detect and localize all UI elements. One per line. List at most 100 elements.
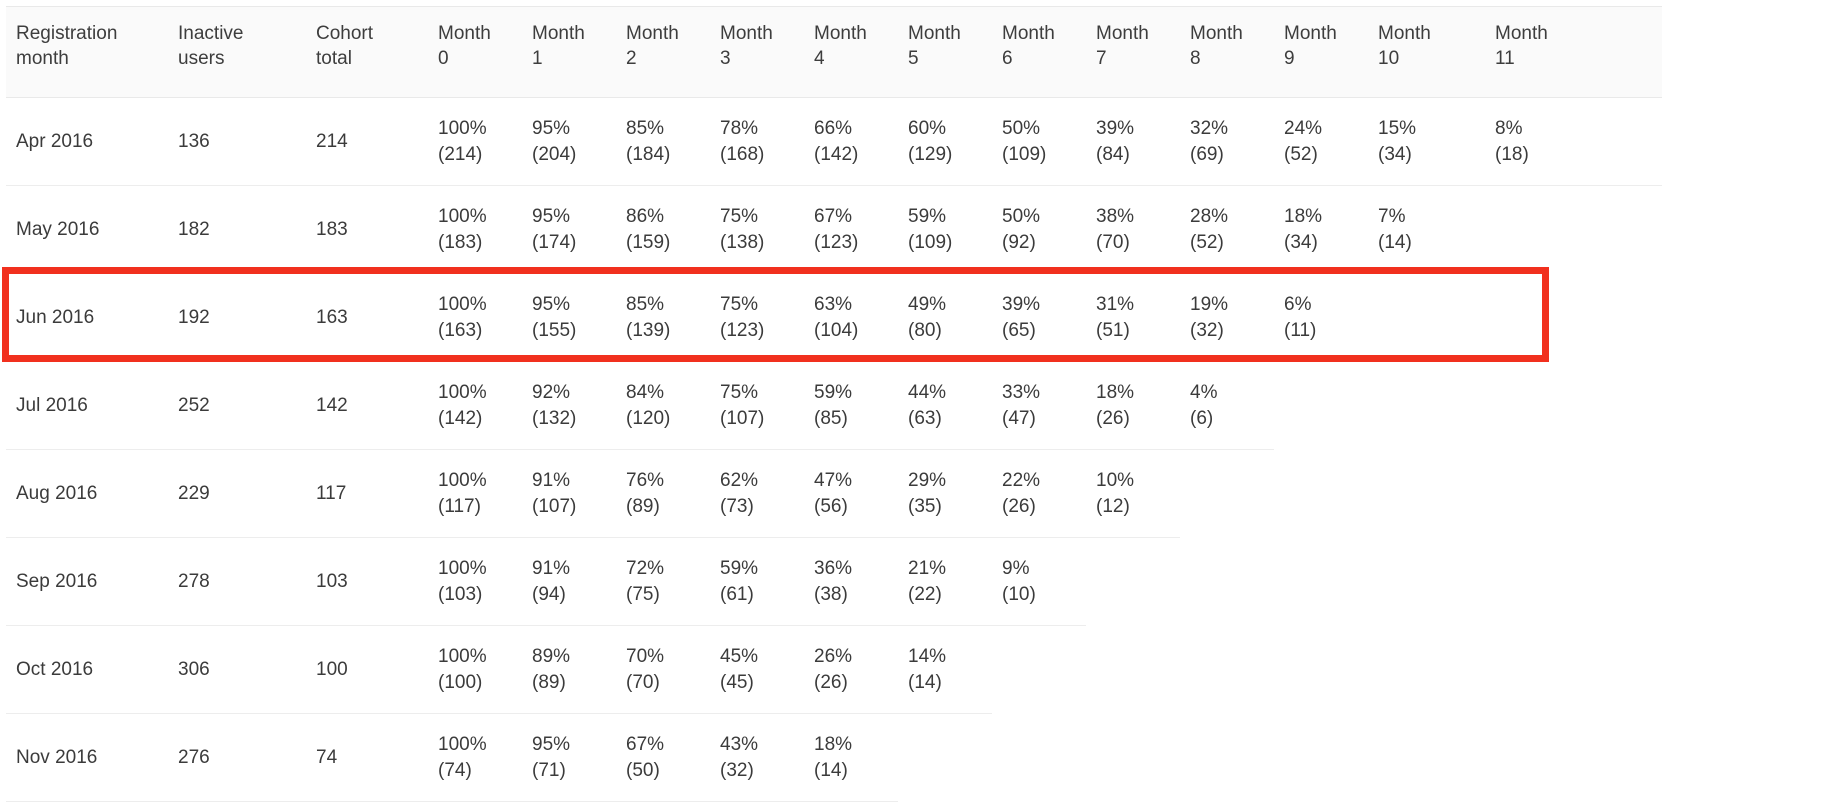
retention-cell-month-4: 66% (142) bbox=[804, 97, 898, 186]
retention-cell-month-8: 19% (32) bbox=[1180, 273, 1274, 362]
retention-percent: 100% bbox=[438, 117, 487, 139]
retention-percent: 24% bbox=[1284, 117, 1323, 139]
retention-percent: 67% bbox=[814, 205, 853, 227]
empty-cell bbox=[1485, 538, 1662, 626]
registration-month-cell: Oct 2016 bbox=[6, 625, 168, 714]
inactive-users-cell: 136 bbox=[168, 97, 306, 186]
empty-cell bbox=[1274, 714, 1368, 802]
retention-count: (89) bbox=[532, 671, 566, 693]
retention-percent: 60% bbox=[908, 117, 947, 139]
retention-percent: 59% bbox=[908, 205, 947, 227]
inactive-users-cell: 306 bbox=[168, 625, 306, 714]
retention-count: (123) bbox=[720, 319, 765, 341]
retention-percent: 70% bbox=[626, 645, 665, 667]
retention-count: (85) bbox=[814, 407, 848, 429]
retention-cell-month-7: 39% (84) bbox=[1086, 97, 1180, 186]
retention-percent: 22% bbox=[1002, 469, 1041, 491]
column-header-7: Month 4 bbox=[804, 6, 898, 98]
cohort-row-jul-2016: Jul 2016 252 142 100% (142) 92% (132) 84% (120) 7… bbox=[6, 361, 1662, 450]
retention-count: (75) bbox=[626, 583, 660, 605]
retention-percent: 100% bbox=[438, 557, 487, 579]
retention-cell-month-0: 100% (183) bbox=[428, 185, 522, 274]
column-header-14: Month 11 bbox=[1485, 6, 1662, 98]
retention-percent: 50% bbox=[1002, 117, 1041, 139]
retention-count: (38) bbox=[814, 583, 848, 605]
retention-cell-month-1: 95% (155) bbox=[522, 273, 616, 362]
retention-count: (10) bbox=[1002, 583, 1036, 605]
retention-cell-month-8: 28% (52) bbox=[1180, 185, 1274, 274]
retention-count: (168) bbox=[720, 143, 765, 165]
retention-count: (52) bbox=[1284, 143, 1318, 165]
retention-percent: 39% bbox=[1002, 293, 1041, 315]
table-body: Apr 2016 136 214 100% (214) 95% (204) 85% (184) 7… bbox=[6, 97, 1662, 802]
retention-count: (139) bbox=[626, 319, 671, 341]
retention-percent: 8% bbox=[1495, 117, 1523, 139]
column-header-12: Month 9 bbox=[1274, 6, 1368, 98]
cohort-total-cell: 183 bbox=[306, 185, 428, 274]
retention-percent: 75% bbox=[720, 293, 759, 315]
retention-count: (103) bbox=[438, 583, 483, 605]
column-header-6: Month 3 bbox=[710, 6, 804, 98]
retention-count: (47) bbox=[1002, 407, 1036, 429]
retention-cell-month-9: 18% (34) bbox=[1274, 185, 1368, 274]
column-header-10: Month 7 bbox=[1086, 6, 1180, 98]
retention-percent: 100% bbox=[438, 469, 487, 491]
retention-percent: 9% bbox=[1002, 557, 1030, 579]
retention-cell-month-1: 92% (132) bbox=[522, 361, 616, 450]
retention-percent: 43% bbox=[720, 733, 759, 755]
retention-count: (117) bbox=[438, 495, 481, 517]
empty-cell bbox=[1274, 626, 1368, 714]
retention-cell-month-3: 43% (32) bbox=[710, 713, 804, 802]
retention-cell-month-11: 8% (18) bbox=[1485, 97, 1662, 186]
retention-count: (51) bbox=[1096, 319, 1130, 341]
retention-count: (204) bbox=[532, 143, 577, 165]
retention-count: (45) bbox=[720, 671, 754, 693]
retention-cell-month-1: 89% (89) bbox=[522, 625, 616, 714]
cohort-row-nov-2016: Nov 2016 276 74 100% (74) 95% (71) 67% (50) 43% (3… bbox=[6, 713, 1662, 802]
retention-cell-month-7: 18% (26) bbox=[1086, 361, 1180, 450]
empty-cell bbox=[1180, 626, 1274, 714]
retention-count: (94) bbox=[532, 583, 566, 605]
retention-cell-month-9: 24% (52) bbox=[1274, 97, 1368, 186]
retention-count: (109) bbox=[908, 231, 953, 253]
empty-cell bbox=[992, 626, 1086, 714]
retention-count: (104) bbox=[814, 319, 859, 341]
retention-cell-month-2: 76% (89) bbox=[616, 449, 710, 538]
retention-percent: 75% bbox=[720, 205, 759, 227]
retention-cell-month-8: 32% (69) bbox=[1180, 97, 1274, 186]
retention-cell-month-4: 26% (26) bbox=[804, 625, 898, 714]
retention-count: (89) bbox=[626, 495, 660, 517]
retention-count: (18) bbox=[1495, 143, 1529, 165]
inactive-users-cell: 276 bbox=[168, 713, 306, 802]
retention-count: (159) bbox=[626, 231, 671, 253]
retention-percent: 33% bbox=[1002, 381, 1041, 403]
empty-cell bbox=[1485, 274, 1662, 362]
column-header-13: Month 10 bbox=[1368, 6, 1485, 98]
retention-cell-month-4: 18% (14) bbox=[804, 713, 898, 802]
retention-count: (32) bbox=[1190, 319, 1224, 341]
empty-cell bbox=[1368, 450, 1485, 538]
retention-cell-month-10: 15% (34) bbox=[1368, 97, 1485, 186]
column-header-5: Month 2 bbox=[616, 6, 710, 98]
retention-cell-month-3: 45% (45) bbox=[710, 625, 804, 714]
retention-count: (32) bbox=[720, 759, 754, 781]
retention-count: (92) bbox=[1002, 231, 1036, 253]
retention-cell-month-2: 72% (75) bbox=[616, 537, 710, 626]
retention-cell-month-6: 22% (26) bbox=[992, 449, 1086, 538]
retention-cell-month-3: 59% (61) bbox=[710, 537, 804, 626]
empty-cell bbox=[1180, 450, 1274, 538]
retention-count: (214) bbox=[438, 143, 483, 165]
retention-percent: 100% bbox=[438, 381, 487, 403]
retention-cell-month-9: 6% (11) bbox=[1274, 273, 1368, 362]
retention-cell-month-1: 91% (107) bbox=[522, 449, 616, 538]
retention-cell-month-6: 50% (92) bbox=[992, 185, 1086, 274]
retention-percent: 78% bbox=[720, 117, 759, 139]
empty-cell bbox=[1180, 538, 1274, 626]
retention-count: (14) bbox=[908, 671, 942, 693]
retention-cell-month-4: 47% (56) bbox=[804, 449, 898, 538]
retention-cell-month-2: 67% (50) bbox=[616, 713, 710, 802]
empty-cell bbox=[1485, 450, 1662, 538]
cohort-retention-table: Registration month Inactive users Cohort t… bbox=[6, 6, 1662, 802]
empty-cell bbox=[1368, 362, 1485, 450]
retention-percent: 31% bbox=[1096, 293, 1135, 315]
